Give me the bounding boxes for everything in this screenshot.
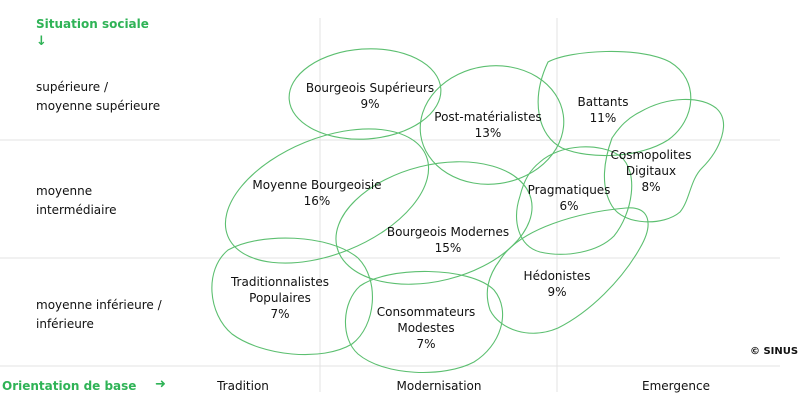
row-label-upper-line1: supérieure /: [36, 80, 109, 94]
y-axis-title: Situation sociale: [36, 17, 149, 31]
milieu-label-bourgeois-superieurs: Bourgeois Supérieurs 9%: [306, 80, 434, 112]
column-label-emergence: Emergence: [642, 379, 710, 393]
blob-moyenne-bourgeoisie: [224, 128, 430, 264]
row-label-middle-line2: intermédiaire: [36, 203, 117, 217]
milieu-share: 16%: [303, 194, 331, 208]
milieu-label-cosmopolites-digitaux: Cosmopolites Digitaux 8%: [611, 147, 692, 195]
milieu-name: Pragmatiques: [527, 183, 611, 197]
milieu-share: 11%: [589, 111, 617, 125]
column-label-tradition: Tradition: [217, 379, 269, 393]
row-label-lower-line1: moyenne inférieure /: [36, 298, 162, 312]
x-axis-title: Orientation de base: [2, 379, 137, 393]
milieu-name-line2: Populaires: [249, 291, 311, 305]
row-label-lower: moyenne inférieure / inférieure: [36, 296, 162, 334]
y-axis-arrow-icon: ↓: [36, 34, 47, 49]
milieu-name-line1: Consommateurs: [376, 305, 476, 319]
milieu-label-traditionnalistes-populaires: Traditionnalistes Populaires 7%: [231, 274, 329, 322]
milieu-share: 6%: [559, 199, 579, 213]
row-label-upper: supérieure / moyenne supérieure: [36, 78, 160, 116]
milieu-name: Moyenne Bourgeoisie: [252, 178, 382, 192]
milieu-share: 9%: [547, 285, 567, 299]
milieu-name-line2: Digitaux: [625, 164, 677, 178]
x-axis-arrow-icon: ➜: [155, 377, 166, 392]
row-label-upper-line2: moyenne supérieure: [36, 99, 161, 113]
blob-bourgeois-superieurs: [288, 48, 442, 140]
milieu-label-post-materialistes: Post-matérialistes 13%: [434, 109, 541, 141]
blob-traditionnalistes-populaires: [211, 237, 373, 356]
row-label-middle: moyenne intermédiaire: [36, 182, 117, 220]
milieu-share: 15%: [434, 241, 462, 255]
milieu-label-battants: Battants 11%: [578, 94, 629, 126]
milieu-name-line1: Traditionnalistes: [230, 275, 330, 289]
milieu-share: 7%: [270, 307, 290, 321]
row-label-lower-line2: inférieure: [36, 317, 94, 331]
milieu-name-line1: Cosmopolites: [610, 148, 692, 162]
milieu-share: 8%: [641, 180, 661, 194]
milieu-name: Battants: [577, 95, 629, 109]
blob-hedonistes: [486, 207, 649, 334]
milieu-share: 7%: [416, 337, 436, 351]
milieu-label-consommateurs-modestes: Consommateurs Modestes 7%: [377, 304, 476, 352]
milieu-name: Hédonistes: [523, 269, 591, 283]
milieu-label-bourgeois-modernes: Bourgeois Modernes 15%: [387, 224, 509, 256]
blob-battants: [537, 50, 692, 157]
milieu-label-hedonistes: Hédonistes 9%: [524, 268, 591, 300]
milieu-label-moyenne-bourgeoisie: Moyenne Bourgeoisie 16%: [252, 177, 381, 209]
copyright-label: © SINUS: [750, 346, 799, 357]
blob-consommateurs-modestes: [344, 270, 504, 374]
milieu-name: Bourgeois Modernes: [386, 225, 510, 239]
milieu-name-line2: Modestes: [397, 321, 455, 335]
row-label-middle-line1: moyenne: [36, 184, 93, 198]
milieu-share: 9%: [360, 97, 380, 111]
milieu-label-pragmatiques: Pragmatiques 6%: [528, 182, 611, 214]
blob-cosmopolites-digitaux: [603, 98, 725, 223]
blob-bourgeois-modernes: [335, 161, 533, 285]
column-label-modernisation: Modernisation: [396, 379, 482, 393]
blob-post-materialistes: [419, 65, 565, 185]
milieu-name: Post-matérialistes: [434, 110, 542, 124]
milieu-share: 13%: [474, 126, 502, 140]
blob-pragmatiques: [516, 146, 633, 255]
milieu-name: Bourgeois Supérieurs: [305, 81, 435, 95]
